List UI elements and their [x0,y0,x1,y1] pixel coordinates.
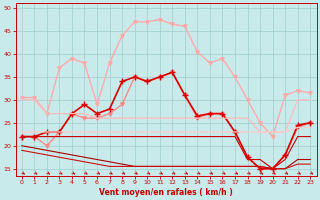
X-axis label: Vent moyen/en rafales ( km/h ): Vent moyen/en rafales ( km/h ) [99,188,233,197]
